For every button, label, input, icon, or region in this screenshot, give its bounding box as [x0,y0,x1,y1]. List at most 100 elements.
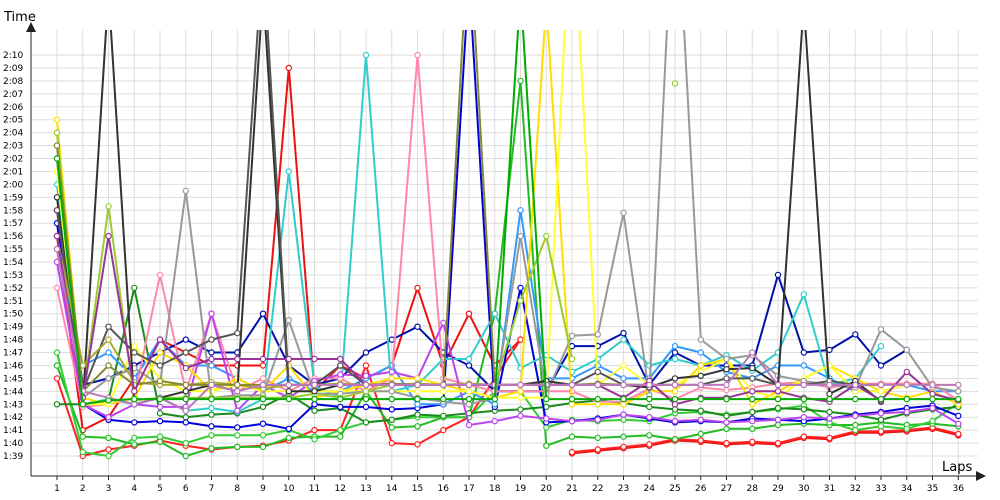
data-point [388,336,395,343]
data-point [105,414,112,421]
data-point [53,155,61,162]
series-line [56,261,959,426]
data-point [105,446,112,453]
data-point [620,411,627,418]
data-point [929,390,936,398]
data-point [877,410,885,417]
data-point [697,437,705,444]
series-line [57,286,959,424]
data-point [543,424,550,431]
series-line [56,30,959,406]
data-point [337,371,344,378]
data-point [105,232,112,240]
data-point [620,329,627,337]
data-point [337,403,344,411]
y-tick-label: 1:41 [3,426,23,436]
data-point [594,401,602,408]
x-tick-label: 30 [798,484,810,494]
data-point [903,425,911,432]
x-tick-label: 29 [772,484,784,494]
x-tick-label: 2 [80,484,86,494]
series-21 [53,245,962,414]
data-point [568,355,576,363]
data-point [465,362,473,369]
data-point [800,406,808,413]
data-point [259,432,267,439]
data-point [53,375,61,382]
data-point [620,443,627,451]
data-point [697,395,705,403]
y-tick-label: 1:46 [3,361,23,371]
x-tick-label: 21 [566,484,577,494]
y-tick-label: 2:01 [3,167,23,177]
data-point [105,397,112,404]
y-tick-label: 1:43 [3,400,23,410]
y-tick-label: 2:00 [3,180,23,190]
data-point [414,323,421,330]
series-11 [53,258,962,429]
data-point [208,362,215,369]
x-tick-label: 9 [260,484,266,494]
data-point [749,375,756,382]
data-point [337,362,344,369]
data-point [620,433,627,440]
data-point [671,381,679,389]
x-tick-label: 19 [515,484,527,494]
data-point [440,388,447,395]
data-point [105,336,112,343]
y-axis-title: Time [3,10,36,25]
data-point [517,394,524,401]
data-point [594,434,602,442]
y-tick-label: 1:51 [3,297,23,307]
data-point [234,355,241,363]
data-point [414,284,421,292]
data-point [414,401,421,408]
data-point [723,419,730,426]
data-point [440,412,447,420]
data-point [79,401,87,408]
data-point [208,445,215,452]
data-point [234,388,241,395]
data-point [337,433,344,440]
data-point [156,403,164,411]
data-point [517,77,524,85]
data-point [903,381,911,389]
y-tick-label: 1:58 [3,206,23,216]
data-point [388,424,395,431]
x-tick-label: 4 [131,484,137,494]
data-point [208,336,215,343]
data-point [388,375,395,382]
y-tick-label: 1:54 [3,258,23,268]
x-tick-label: 10 [283,484,295,494]
data-point [285,388,292,395]
x-axis-title: Laps [942,460,972,475]
data-point [388,381,395,389]
data-point [208,310,215,317]
data-point [929,404,936,412]
x-tick-label: 6 [183,484,189,494]
y-tick-label: 2:09 [3,64,23,74]
x-tick-label: 11 [309,484,320,494]
data-point [903,395,911,403]
x-tick-label: 27 [721,484,732,494]
data-point [105,323,112,330]
data-point [362,381,370,389]
data-point [465,381,473,389]
data-point [903,408,911,416]
data-point [671,349,679,356]
data-point [620,416,627,423]
data-point [594,395,602,403]
data-point [182,419,189,426]
series-line [56,30,959,406]
data-point [646,432,653,439]
data-point [697,381,705,389]
data-point [568,401,576,408]
data-point [362,349,370,356]
data-point [826,381,833,389]
data-point [594,416,602,423]
data-point [723,381,730,389]
data-point [440,381,447,389]
data-point [852,421,859,429]
data-point [234,407,241,414]
x-tick-label: 18 [489,484,501,494]
